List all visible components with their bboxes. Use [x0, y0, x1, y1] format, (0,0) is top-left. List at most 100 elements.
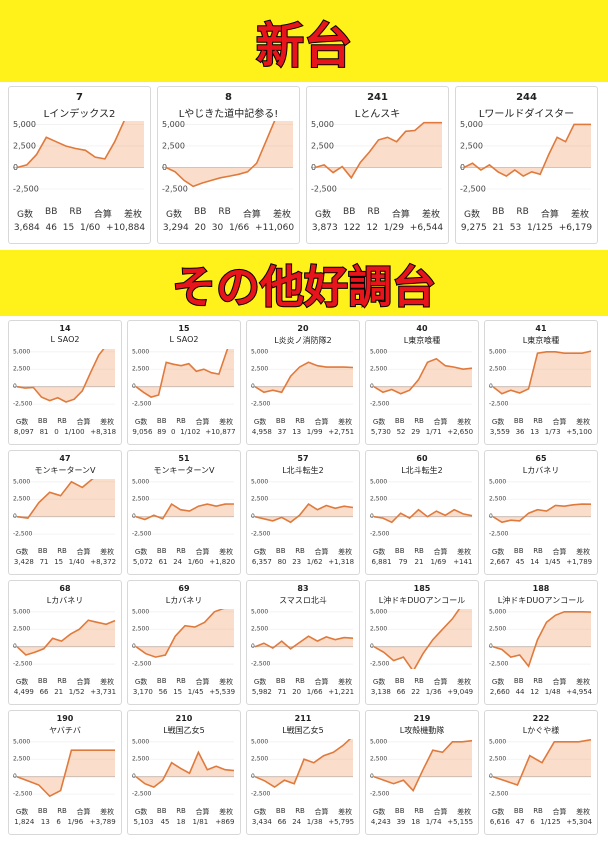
stat-label: RB [218, 207, 231, 217]
y-tick-label: 5,000 [162, 120, 185, 129]
stat-value: 21 [414, 558, 424, 566]
y-tick-label: 2,500 [13, 756, 30, 763]
stat-label: 差枚 [219, 808, 234, 816]
stat-value: 0 [54, 428, 59, 436]
stat-value: 1/60 [187, 558, 204, 566]
stat-label: 合算 [552, 808, 567, 816]
stat-label: BB [45, 207, 58, 217]
mini-chart: 5,000 2,500 0 -2,500 [489, 738, 592, 798]
stat-label: BB [156, 547, 167, 555]
y-tick-label: 5,000 [251, 348, 268, 355]
stat-value: +5,795 [328, 818, 355, 826]
y-tick-label: -2,500 [132, 401, 152, 408]
stat-value: 1/52 [68, 688, 85, 696]
stat-value: 46 [45, 223, 57, 233]
mini-chart: 5,000 2,500 0 -2,500 [132, 608, 234, 668]
stat-value: +6,179 [558, 223, 593, 233]
machine-card: 57 L北斗転生2 5,000 2,500 0 -2,500 G数 BB RB 合算 差枚 6,357… [246, 450, 360, 575]
mini-chart: 5,000 2,500 0 -2,500 [13, 478, 115, 538]
stat-value: 13 [40, 818, 50, 826]
stat-label: BB [37, 677, 48, 685]
y-tick-label: 5,000 [311, 120, 334, 129]
y-tick-label: 5,000 [460, 120, 483, 129]
mini-chart: 5,000 2,500 0 -2,500 [132, 738, 235, 798]
mini-chart: 5,000 2,500 0 -2,500 [370, 478, 473, 538]
stat-value: 66 [277, 818, 287, 826]
stat-label: 差枚 [421, 210, 440, 220]
mini-chart: 5,000 2,500 0 -2,500 [13, 738, 115, 798]
stat-value: 3,294 [162, 223, 189, 233]
machine-number: 14 [59, 324, 71, 333]
stat-label: 合算 [552, 678, 567, 686]
stat-labels: G数 BB RB 合算 差枚 [487, 417, 595, 427]
y-tick-label: 0 [489, 773, 493, 780]
machine-name: L戦国乙女5 [282, 726, 324, 735]
stat-values: 3,138 66 22 1/36 +9,049 [368, 688, 476, 696]
mini-chart: 5,000 2,500 0 -2,500 [251, 478, 354, 538]
y-tick-label: 0 [251, 513, 255, 520]
stat-label: BB [275, 807, 286, 815]
stat-value: 79 [398, 558, 408, 566]
area [493, 504, 591, 523]
stat-values: 3,873 122 12 1/29 +6,544 [309, 223, 446, 233]
stat-value: +1,221 [328, 688, 355, 696]
mini-chart: 5,000 2,500 0 -2,500 [489, 348, 592, 408]
y-tick-label: 2,500 [162, 141, 185, 150]
stat-label: 合算 [76, 808, 91, 816]
stat-label: 差枚 [100, 678, 115, 686]
y-tick-label: 2,500 [489, 366, 506, 373]
y-tick-label: 2,500 [370, 756, 387, 763]
machine-card: 190 ヤバチバ 5,000 2,500 0 -2,500 G数 BB RB 合算 差枚 1,824 1… [8, 710, 122, 835]
stat-labels: G数 BB RB 合算 差枚 [249, 417, 357, 427]
stat-value: 45 [160, 818, 170, 826]
stat-label: 合算 [195, 808, 210, 816]
machine-card: 188 L沖ドキDUOアンコール 5,000 2,500 0 -2,500 G数 BB RB 合算… [484, 580, 598, 705]
stat-label: 合算 [540, 210, 559, 220]
stat-value: 8,097 [13, 428, 34, 436]
line [373, 508, 473, 524]
stat-value: 15 [173, 688, 183, 696]
stat-value: +5,100 [566, 428, 593, 436]
stat-label: G数 [315, 210, 331, 220]
y-tick-label: 2,500 [370, 626, 387, 633]
stat-value: 122 [343, 223, 361, 233]
stat-label: 合算 [195, 418, 210, 426]
y-tick-label: -2,500 [311, 184, 337, 193]
stat-label: BB [37, 547, 48, 555]
y-tick-label: -2,500 [162, 184, 188, 193]
stat-label: RB [533, 417, 543, 425]
section-header: その他好調台 [0, 250, 608, 316]
stat-label: 差枚 [272, 210, 291, 220]
stat-label: RB [516, 207, 529, 217]
stat-label: 差枚 [338, 418, 353, 426]
machine-card: 219 L攻殻機動隊 5,000 2,500 0 -2,500 G数 BB RB 合算 差枚 4,24… [365, 710, 479, 835]
machine-number: 7 [76, 92, 83, 103]
machine-card: 60 L北斗転生2 5,000 2,500 0 -2,500 G数 BB RB 合算 差枚 6,881… [365, 450, 479, 575]
stat-value: 80 [277, 558, 287, 566]
stat-labels: G数 BB RB 合算 差枚 [368, 807, 476, 817]
machine-number: 219 [413, 714, 431, 723]
y-tick-label: 5,000 [370, 348, 387, 355]
stat-label: 差枚 [338, 678, 353, 686]
stat-label: 差枚 [457, 808, 472, 816]
stat-value: 1/62 [306, 558, 323, 566]
stat-value: 1/45 [544, 558, 561, 566]
stat-label: RB [367, 207, 380, 217]
stat-value: 3,434 [251, 818, 272, 826]
machine-number: 41 [535, 324, 547, 333]
stat-value: 81 [39, 428, 49, 436]
machine-number: 241 [367, 92, 388, 103]
y-tick-label: 0 [162, 163, 167, 172]
stat-value: 66 [39, 688, 49, 696]
y-tick-label: 5,000 [251, 608, 268, 615]
line [463, 123, 591, 178]
stat-label: 差枚 [576, 678, 591, 686]
area [136, 504, 234, 520]
area [374, 609, 472, 669]
stat-value: +11,060 [255, 223, 295, 233]
y-tick-label: 5,000 [13, 120, 36, 129]
y-tick-label: -2,500 [489, 791, 509, 798]
y-tick-label: 0 [370, 383, 374, 390]
y-tick-label: -2,500 [251, 531, 271, 538]
stat-label: 差枚 [219, 548, 234, 556]
